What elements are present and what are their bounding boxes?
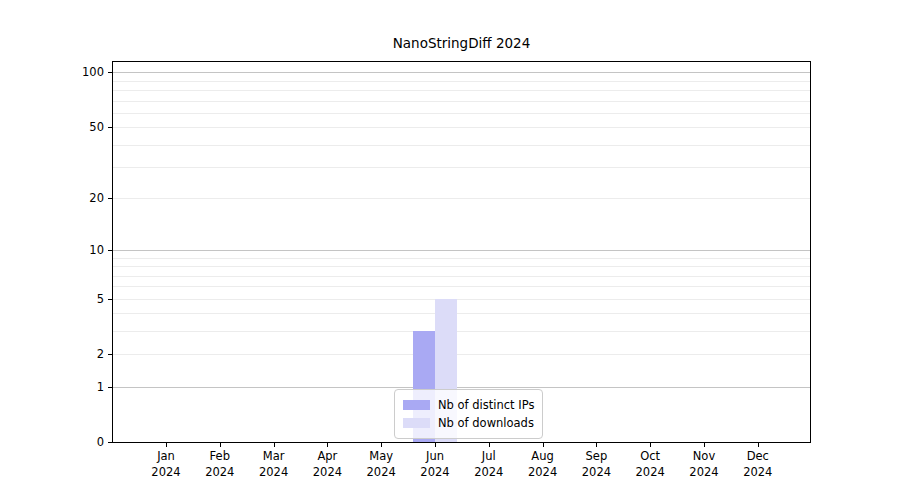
y-tick-5	[108, 299, 112, 300]
y-tick-label-5: 5	[44, 292, 104, 306]
x-tick-apr-2024	[327, 443, 328, 447]
y-tick-50	[108, 127, 112, 128]
y-tick-label-20: 20	[44, 191, 104, 205]
x-tick-dec-2024	[758, 443, 759, 447]
y-tick-label-100: 100	[44, 65, 104, 79]
x-tick-jul-2024	[489, 443, 490, 447]
x-tick-oct-2024	[650, 443, 651, 447]
chart-title: NanoStringDiff 2024	[112, 35, 811, 51]
legend-label-distinct-ips: Nb of distinct IPs	[438, 397, 534, 413]
legend-swatch-distinct-ips	[403, 400, 430, 410]
plot-area: Nb of distinct IPs Nb of downloads	[112, 61, 811, 443]
legend-swatch-downloads	[403, 418, 430, 428]
y-tick-label-10: 10	[44, 243, 104, 257]
x-tick-jan-2024	[166, 443, 167, 447]
y-tick-0	[108, 442, 112, 443]
y-tick-label-0: 0	[44, 435, 104, 449]
bars-layer	[113, 62, 810, 442]
y-tick-1	[108, 387, 112, 388]
x-tick-sep-2024	[596, 443, 597, 447]
y-tick-20	[108, 198, 112, 199]
figure: NanoStringDiff 2024 Nb of distinct IPs N…	[0, 0, 900, 500]
x-tick-feb-2024	[220, 443, 221, 447]
x-tick-label-dec-2024: Dec2024	[726, 449, 790, 480]
x-tick-year: 2024	[726, 465, 790, 481]
y-tick-label-50: 50	[44, 120, 104, 134]
x-tick-may-2024	[381, 443, 382, 447]
legend: Nb of distinct IPs Nb of downloads	[394, 389, 543, 439]
legend-item-downloads: Nb of downloads	[403, 415, 533, 431]
x-tick-nov-2024	[704, 443, 705, 447]
x-tick-aug-2024	[543, 443, 544, 447]
x-tick-jun-2024	[435, 443, 436, 447]
y-tick-100	[108, 72, 112, 73]
legend-label-downloads: Nb of downloads	[438, 415, 534, 431]
y-tick-2	[108, 354, 112, 355]
y-tick-label-2: 2	[44, 347, 104, 361]
y-tick-label-1: 1	[44, 380, 104, 394]
x-tick-mar-2024	[274, 443, 275, 447]
x-tick-month: Dec	[726, 449, 790, 465]
y-tick-10	[108, 250, 112, 251]
legend-item-distinct-ips: Nb of distinct IPs	[403, 397, 533, 413]
